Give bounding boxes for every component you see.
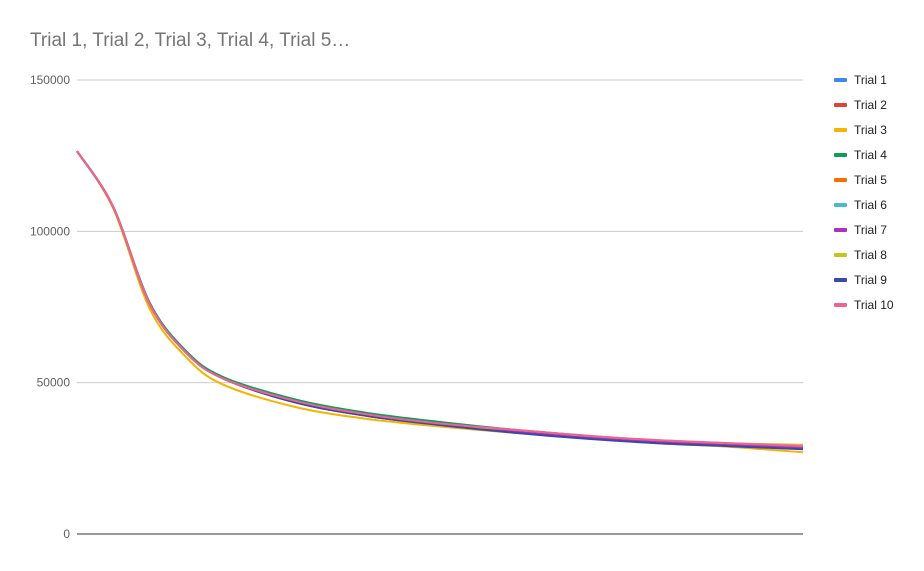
- legend-swatch-7: [834, 228, 847, 232]
- series-line-3: [76, 150, 804, 454]
- y-axis: 0 50000 100000 150000: [30, 73, 70, 541]
- series-line-8: [76, 150, 804, 446]
- legend-label-5: Trial 5: [854, 173, 887, 187]
- series-line-5: [76, 150, 804, 449]
- legend-label-7: Trial 7: [854, 223, 887, 237]
- legend-swatch-10: [834, 303, 847, 307]
- legend-label-6: Trial 6: [854, 198, 887, 212]
- legend-label-1: Trial 1: [854, 73, 887, 87]
- legend-label-2: Trial 2: [854, 98, 887, 112]
- legend-label-9: Trial 9: [854, 273, 887, 287]
- y-tick-label: 0: [63, 527, 70, 541]
- gridlines: [77, 79, 803, 535]
- series-line-2: [76, 150, 804, 449]
- legend-swatch-4: [834, 153, 847, 157]
- series-line-1: [76, 150, 804, 449]
- legend-swatch-9: [834, 278, 847, 282]
- series-lines: [76, 150, 804, 454]
- legend-swatch-6: [834, 203, 847, 207]
- chart-title: Trial 1, Trial 2, Trial 3, Trial 4, Tria…: [30, 30, 351, 51]
- legend-swatch-1: [834, 78, 847, 82]
- legend-swatch-3: [834, 128, 847, 132]
- y-tick-label: 150000: [30, 73, 70, 87]
- legend-swatch-8: [834, 253, 847, 257]
- legend-swatch-5: [834, 178, 847, 182]
- y-tick-label: 50000: [37, 376, 71, 390]
- series-line-9: [76, 150, 804, 451]
- legend-swatch-2: [834, 103, 847, 107]
- legend-label-8: Trial 8: [854, 248, 887, 262]
- legend-label-3: Trial 3: [854, 123, 887, 137]
- legend-label-10: Trial 10: [854, 298, 894, 312]
- legend: Trial 1 Trial 2 Trial 3 Trial 4 Trial 5 Trial…: [834, 73, 894, 312]
- legend-label-4: Trial 4: [854, 148, 887, 162]
- y-tick-label: 100000: [30, 224, 70, 238]
- series-line-4: [76, 150, 804, 449]
- series-line-7: [76, 150, 804, 449]
- series-line-6: [76, 150, 804, 449]
- series-line-10: [76, 150, 804, 448]
